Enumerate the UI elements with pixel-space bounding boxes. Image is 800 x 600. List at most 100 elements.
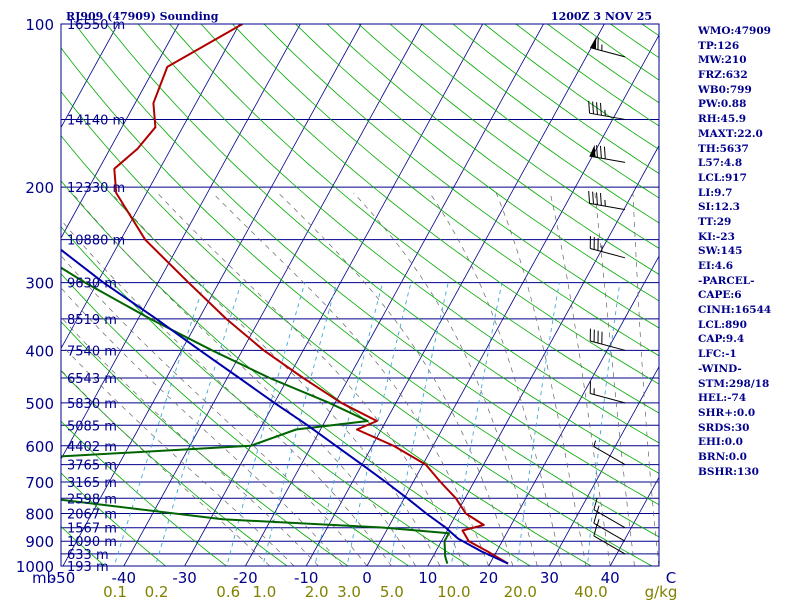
mixing-ratio-label: 0.1 — [103, 583, 127, 600]
mixing-ratio-line — [226, 282, 306, 566]
wind-barb — [588, 100, 626, 120]
mixing-ratio-unit-label: g/kg — [645, 583, 678, 600]
height-level-label: 633 m — [67, 548, 109, 563]
wind-barb-feather — [592, 101, 594, 114]
wind-barb-staff — [593, 522, 626, 542]
moist-adiabat — [594, 192, 635, 566]
height-level-label: 9630 m — [67, 277, 117, 292]
mixing-ratio-line — [346, 282, 412, 566]
wind-barb-staff — [593, 446, 626, 466]
pressure-unit-label: mb — [32, 569, 56, 587]
dry-adiabat — [61, 370, 288, 566]
isotherm-line — [366, 34, 659, 566]
dry-adiabat — [768, 24, 800, 578]
mixing-ratio-label: 1.0 — [252, 583, 276, 600]
plot-frame — [60, 23, 660, 567]
stat-line: CAP:9.4 — [698, 333, 745, 346]
isotherm-line — [123, 24, 423, 566]
temperature-tick-label: -10 — [294, 569, 319, 587]
height-level-label: 3765 m — [67, 459, 117, 474]
stat-line: PW:0.88 — [698, 98, 747, 111]
height-level-label: 4402 m — [67, 440, 117, 455]
dry-adiabat — [61, 472, 167, 566]
wind-barb-staff — [589, 202, 626, 211]
stat-line: LFC:-1 — [698, 348, 737, 361]
dry-adiabat — [515, 24, 659, 127]
moist-adiabat — [212, 192, 489, 566]
stat-line: LCL:917 — [698, 171, 747, 184]
temperature-tick-label: -50 — [51, 569, 76, 587]
stat-line: LI:9.7 — [698, 186, 733, 199]
isotherm-line — [549, 365, 659, 566]
temperature-tick-label: 0 — [362, 569, 372, 587]
stability-indices: WMO:47909 TP:126 MW:210 FRZ:632 WB0:799 PW:0.… — [698, 24, 771, 479]
moist-adiabat — [278, 192, 514, 566]
mixing-ratio-label: 40.0 — [574, 583, 607, 600]
stat-line: BRN:0.0 — [698, 450, 747, 463]
height-level-label: 2598 m — [67, 492, 117, 507]
height-level-label: 3165 m — [67, 476, 117, 491]
dry-adiabat — [326, 24, 659, 275]
mixing-ratio-label: 3.0 — [337, 583, 361, 600]
diagram-grid — [61, 24, 800, 578]
isotherm-line — [61, 24, 301, 460]
wind-barb — [593, 440, 626, 466]
temperature-tick-label: 20 — [479, 569, 498, 587]
wind-barb — [593, 497, 626, 529]
pressure-tick-label: 300 — [25, 275, 54, 293]
wind-barb — [589, 381, 626, 404]
isotherm-line — [488, 255, 659, 566]
height-level-label: 1567 m — [67, 522, 117, 537]
pressure-tick-label: 200 — [25, 179, 54, 197]
stat-line: -PARCEL- — [698, 274, 755, 287]
height-level-label: 2067 m — [67, 507, 117, 522]
dry-adiabat — [61, 90, 653, 566]
isotherm-line — [61, 24, 240, 350]
pressure-tick-label: 1000 — [16, 558, 54, 576]
chart-datetime: 1200Z 3 NOV 25 — [551, 10, 652, 23]
wind-barb-feather — [599, 102, 602, 116]
isotherm-line — [61, 24, 119, 129]
pressure-tick-label: 600 — [25, 438, 54, 456]
stat-line: SHR+:0.0 — [698, 406, 756, 419]
stat-line: MAXT:22.0 — [698, 127, 763, 140]
wind-barb-feather — [588, 100, 591, 114]
temperature-tick-label: 10 — [418, 569, 437, 587]
dry-adiabat — [74, 24, 659, 506]
height-level-label: 6543 m — [67, 372, 117, 387]
mixing-ratio-label: 0.2 — [145, 583, 169, 600]
height-level-label: 5085 m — [67, 419, 117, 434]
stat-line: CINH:16544 — [698, 304, 772, 317]
mixing-ratio-line — [314, 282, 384, 566]
pressure-tick-label: 400 — [25, 342, 54, 360]
wind-barb-feather — [588, 190, 591, 204]
wind-barbs — [588, 36, 626, 555]
sounding-curves — [61, 24, 509, 565]
dry-adiabat — [61, 47, 659, 538]
stat-line: CAPE:6 — [698, 289, 742, 302]
moist-adiabat — [61, 255, 368, 566]
temperature-tick-label: 30 — [540, 569, 559, 587]
wind-barb-feather — [596, 192, 598, 205]
pressure-tick-label: 800 — [25, 505, 54, 523]
stat-line: WB0:799 — [698, 83, 752, 96]
wind-barb-pennant — [590, 36, 597, 50]
mixing-ratio-line — [113, 282, 205, 566]
dry-adiabat — [263, 24, 659, 329]
wind-barb — [590, 36, 626, 58]
dry-adiabat — [106, 24, 659, 474]
wind-barb-feather — [596, 102, 598, 115]
wind-barb-staff — [590, 393, 626, 404]
stat-line: TP:126 — [698, 39, 740, 52]
dry-adiabat — [452, 24, 659, 174]
dry-adiabat — [169, 24, 659, 414]
wind-barb-staff — [589, 155, 626, 163]
height-level-label: 7540 m — [67, 344, 117, 359]
dry-adiabat — [61, 420, 227, 566]
moist-adiabat — [353, 192, 538, 566]
stat-line: WMO:47909 — [698, 25, 771, 37]
dry-adiabat — [200, 24, 659, 385]
mixing-ratio-line — [450, 282, 503, 566]
